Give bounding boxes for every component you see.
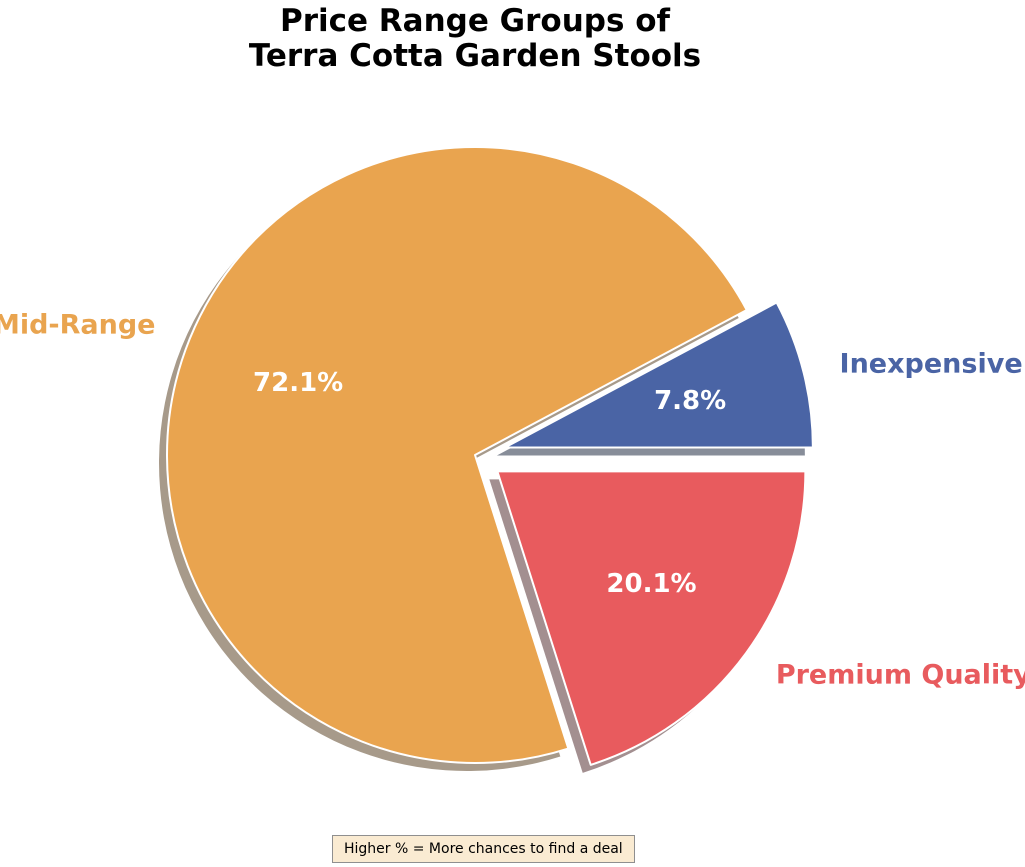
chart-title-line1: Price Range Groups of	[279, 3, 670, 39]
pie-slice-mid-range	[166, 146, 748, 764]
category-label-premium-quality: Premium Quality	[776, 660, 1025, 691]
pie-wedge-layer	[166, 146, 814, 766]
pie-slice-inexpensive	[503, 301, 814, 449]
annotation-text: Higher % = More chances to find a deal	[344, 841, 623, 857]
chart-title-line2: Terra Cotta Garden Stools	[248, 38, 702, 74]
pct-label-mid-range: 72.1%	[253, 368, 343, 398]
pct-label-premium-quality: 20.1%	[606, 569, 696, 599]
pie-percent-labels: 7.8% 72.1% 20.1%	[253, 368, 726, 599]
pct-label-inexpensive: 7.8%	[654, 386, 726, 416]
category-label-mid-range: Mid-Range	[0, 309, 155, 340]
pie-category-labels: Inexpensive Mid-Range Premium Quality	[0, 309, 1025, 690]
category-label-inexpensive: Inexpensive	[840, 348, 1023, 379]
chart-title: Price Range Groups of Terra Cotta Garden…	[0, 4, 950, 74]
annotation-box: Higher % = More chances to find a deal	[332, 835, 635, 863]
pie-slice-premium-quality	[496, 470, 807, 766]
